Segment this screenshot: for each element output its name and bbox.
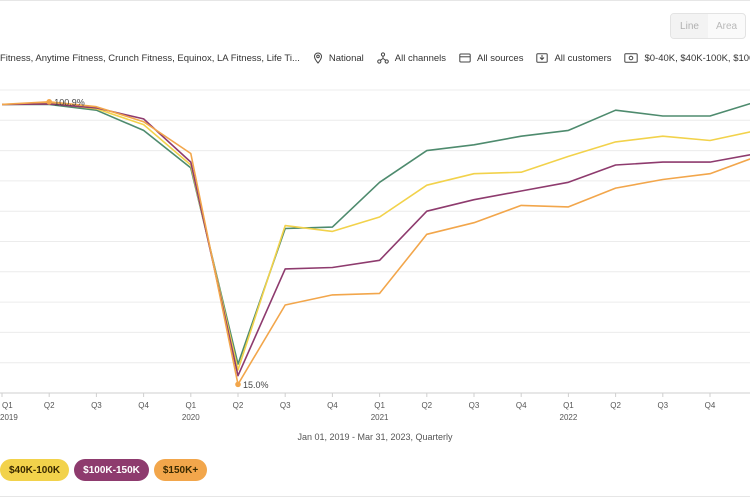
x-tick-label: Q2 — [421, 401, 432, 410]
annotation-point-0[interactable] — [46, 99, 52, 105]
filter-brands-label: Fitness, Anytime Fitness, Crunch Fitness… — [0, 52, 300, 64]
chart-grid — [0, 89, 750, 394]
x-year-label: 2022 — [560, 413, 578, 422]
area-toggle-button[interactable]: Area — [715, 20, 738, 32]
x-year-label: 2020 — [182, 413, 200, 422]
chart-type-toggle[interactable]: Line Area — [670, 13, 746, 39]
filter-channels[interactable]: All channels — [376, 52, 446, 64]
filter-location-label: National — [328, 52, 364, 64]
annotation-label-1: 15.0% — [243, 380, 269, 390]
filter-brands[interactable]: Fitness, Anytime Fitness, Crunch Fitness… — [0, 53, 300, 64]
x-tick-label: Q2 — [233, 401, 244, 410]
filter-customers-label: All customers — [554, 52, 612, 64]
series-line-2[interactable] — [1, 103, 750, 377]
x-tick-label: Q1 — [563, 401, 574, 410]
x-tick-label: Q4 — [138, 401, 149, 410]
legend-chip-40k-100k[interactable]: $40K-100K — [0, 459, 70, 481]
x-axis: Q1 2019 Q2 Q3 Q4 Q1 2020 Q2 Q3 Q4 Q1 2021 Q2 Q3 Q4 Q1 20… — [0, 393, 716, 422]
filter-income-label: $0-40K, $40K-100K, $100K-150K, $150K+ — [644, 52, 750, 64]
legend-chip-150k-plus[interactable]: $150K+ — [153, 459, 208, 481]
x-tick-label: Q3 — [280, 401, 291, 410]
x-tick-label: Q3 — [91, 401, 102, 410]
customers-icon — [536, 53, 549, 63]
legend: $40K-100K $100K-150K $150K+ — [0, 459, 212, 481]
legend-chip-100k-150k[interactable]: $100K-150K — [74, 459, 149, 481]
chart-series — [1, 101, 750, 386]
filter-bar: Fitness, Anytime Fitness, Crunch Fitness… — [0, 50, 750, 66]
x-tick-label: Q1 — [374, 401, 385, 410]
x-tick-label: Q2 — [44, 401, 55, 410]
series-line-0[interactable] — [2, 102, 750, 365]
annotation-label-0: 100.9% — [54, 97, 85, 107]
filter-sources-label: All sources — [477, 52, 524, 64]
filter-sources[interactable]: All sources — [459, 53, 523, 64]
x-tick-label: Q4 — [516, 401, 527, 410]
line-toggle-button[interactable]: Line — [671, 14, 708, 38]
legend-chip-100k-150k-label: $100K-150K — [83, 464, 140, 476]
legend-chip-40k-100k-label: $40K-100K — [9, 464, 61, 476]
sources-icon — [459, 53, 471, 63]
x-year-label: 2021 — [371, 413, 389, 422]
x-tick-label: Q3 — [469, 401, 480, 410]
series-line-1[interactable] — [1, 102, 750, 371]
top-divider — [0, 0, 750, 1]
filter-customers[interactable]: All customers — [536, 53, 611, 64]
x-tick-label: Q3 — [657, 401, 668, 410]
filter-income[interactable]: $0-40K, $40K-100K, $100K-150K, $150K+ — [624, 53, 750, 64]
x-tick-label: Q1 — [2, 401, 13, 410]
channels-icon — [376, 52, 389, 64]
bottom-divider — [0, 496, 750, 497]
filter-location[interactable]: National — [313, 52, 364, 64]
location-pin-icon — [313, 52, 322, 64]
x-year-label: 2019 — [0, 413, 18, 422]
filter-channels-label: All channels — [394, 52, 446, 64]
x-tick-label: Q4 — [327, 401, 338, 410]
x-tick-label: Q1 — [185, 401, 196, 410]
chart-annotations: 100.9% 15.0% — [46, 97, 269, 390]
date-range-subtitle: Jan 01, 2019 - Mar 31, 2023, Quarterly — [297, 432, 453, 442]
series-line-3[interactable] — [1, 101, 750, 386]
legend-chip-150k-plus-label: $150K+ — [162, 464, 199, 476]
income-icon — [624, 53, 639, 63]
line-chart: 100.9% 15.0% Q1 2019 Q2 Q3 Q4 Q1 2020 Q2 Q3 Q4 Q1 20… — [0, 89, 750, 422]
annotation-point-1[interactable] — [235, 381, 241, 388]
x-tick-label: Q2 — [610, 401, 621, 410]
x-tick-label: Q4 — [705, 401, 716, 410]
